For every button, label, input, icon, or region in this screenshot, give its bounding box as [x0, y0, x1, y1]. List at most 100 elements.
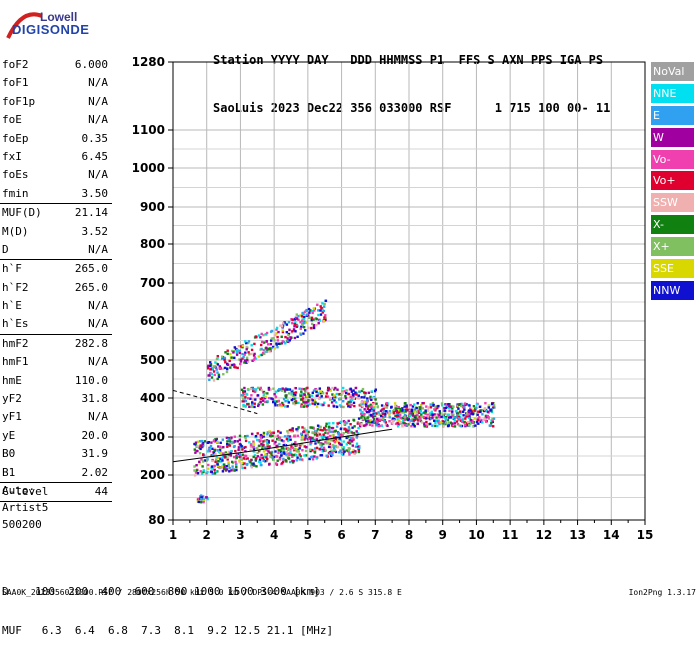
echo-point — [321, 437, 324, 441]
echo-point — [270, 397, 273, 400]
echo-point — [449, 421, 453, 424]
echo-point — [337, 437, 340, 440]
echo-point — [267, 439, 270, 443]
echo-point — [225, 468, 229, 471]
echo-point — [242, 405, 245, 408]
echo-point — [328, 442, 332, 446]
param-name: h`F — [2, 262, 22, 276]
echo-point — [331, 393, 334, 396]
echo-point — [327, 404, 330, 407]
echo-point — [275, 444, 278, 448]
echo-point — [238, 434, 242, 438]
echo-point — [473, 417, 476, 420]
echo-point — [337, 433, 340, 436]
echo-point — [458, 403, 461, 406]
echo-point — [273, 442, 276, 445]
echo-point — [275, 332, 278, 335]
echo-point — [439, 416, 442, 419]
echo-point — [322, 442, 325, 446]
echo-point — [251, 398, 254, 401]
echo-point — [305, 309, 308, 312]
param-name: MUF(D) — [2, 206, 42, 220]
echo-point — [401, 424, 404, 427]
echo-point — [357, 450, 361, 454]
x-tick-label: 8 — [405, 528, 413, 542]
echo-point — [350, 398, 354, 401]
param-row: h`F2 265.0 — [0, 279, 112, 297]
echo-point — [319, 305, 322, 308]
echo-point — [244, 359, 247, 362]
echo-point — [320, 444, 324, 447]
echo-point — [345, 430, 348, 433]
param-name: fmin — [2, 186, 29, 200]
echo-point — [379, 409, 383, 412]
echo-point — [456, 403, 459, 406]
echo-point — [317, 313, 320, 317]
logo-text-lowell: Lowell — [40, 10, 78, 24]
echo-point — [416, 402, 419, 405]
echo-point — [422, 415, 426, 419]
x-tick-label: 3 — [236, 528, 244, 542]
echo-point — [404, 417, 407, 420]
echo-point — [320, 306, 323, 310]
echo-point — [207, 367, 210, 370]
echo-point — [259, 436, 263, 439]
echo-point — [453, 419, 456, 422]
echo-point — [293, 397, 296, 401]
echo-point — [369, 419, 372, 422]
echo-point — [257, 403, 261, 406]
echo-point — [485, 410, 488, 413]
echo-point — [253, 405, 256, 409]
param-name: B1 — [2, 465, 16, 479]
echo-point — [408, 414, 412, 417]
echo-point — [440, 415, 443, 419]
echo-point — [347, 449, 351, 452]
ionogram-chart: 1 2 3 4 5 6 7 8 9 10 11 12 13 14 158020030040050060070… — [132, 55, 654, 542]
echo-point — [262, 394, 265, 397]
echo-point — [214, 460, 217, 463]
echo-point — [250, 403, 254, 406]
echo-point — [335, 392, 338, 396]
param-value: 6.45 — [81, 149, 109, 163]
echo-point — [319, 446, 323, 449]
echo-point — [305, 431, 308, 434]
echo-point — [221, 459, 224, 462]
echo-point — [302, 405, 306, 408]
echo-point — [326, 436, 330, 439]
echo-point — [373, 389, 377, 393]
echo-point — [239, 443, 242, 446]
echo-point — [368, 423, 372, 427]
echo-point — [420, 413, 423, 416]
echo-point — [224, 451, 227, 454]
echo-point — [242, 390, 245, 393]
echo-point — [216, 461, 219, 464]
echo-point — [385, 402, 388, 405]
echo-point — [294, 440, 297, 444]
echo-point — [293, 318, 296, 321]
echo-point — [326, 432, 330, 435]
echo-point — [296, 427, 300, 431]
echo-point — [352, 431, 356, 435]
echo-point — [228, 439, 231, 442]
echo-point — [232, 445, 236, 449]
echo-point — [250, 432, 254, 436]
param-row: h`F 265.0 — [0, 260, 112, 278]
echo-point — [287, 457, 291, 460]
echo-point — [328, 452, 332, 455]
echo-point — [420, 421, 424, 424]
x-tick-label: 13 — [569, 528, 586, 542]
echo-point — [484, 420, 488, 423]
echo-point — [200, 472, 204, 475]
echo-point — [307, 430, 310, 434]
echo-point — [265, 448, 268, 452]
echo-point — [352, 397, 355, 400]
echo-point — [211, 368, 214, 371]
echo-point — [277, 430, 280, 433]
echo-point — [298, 387, 301, 390]
echo-point — [358, 422, 361, 425]
echo-point — [281, 387, 284, 390]
echo-point — [311, 310, 314, 313]
echo-point — [468, 422, 472, 425]
echo-point — [218, 450, 221, 454]
echo-point — [251, 359, 254, 362]
